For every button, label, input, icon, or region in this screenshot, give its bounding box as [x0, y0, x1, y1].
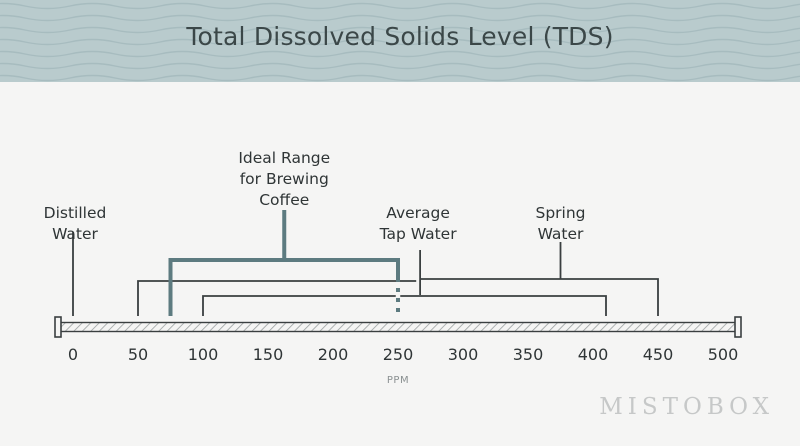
- wave-pattern: [0, 2, 800, 82]
- chart-title: Total Dissolved Solids Level (TDS): [186, 22, 614, 51]
- axis-endcap-right: [734, 316, 742, 338]
- tick-label: 400: [578, 345, 609, 364]
- header-banner: Total Dissolved Solids Level (TDS): [0, 0, 800, 82]
- brand-logo: MISTOBOX: [599, 394, 774, 420]
- axis-bar: [59, 321, 737, 333]
- tick-label: 150: [253, 345, 284, 364]
- wave-line: [0, 14, 800, 22]
- tap-water-bracket: [137, 280, 417, 316]
- spring-water-bracket: [202, 295, 607, 316]
- tick-label: 300: [448, 345, 479, 364]
- ideal-range-label: Ideal Range for Brewing Coffee: [238, 149, 330, 209]
- tap-water-label: Average Tap Water: [379, 204, 458, 243]
- tick-label: 500: [708, 345, 739, 364]
- wave-line: [0, 62, 800, 70]
- wave-line: [0, 50, 800, 58]
- tick-label: 0: [68, 345, 78, 364]
- wave-line: [0, 2, 800, 10]
- spring-water-label: Spring Water: [535, 204, 585, 243]
- tick-label: 200: [318, 345, 349, 364]
- tick-label: 350: [513, 345, 544, 364]
- axis-unit-label: PPM: [387, 375, 409, 386]
- ideal-range-bracket: [168, 258, 400, 316]
- tick-label: 450: [643, 345, 674, 364]
- tick-label: 100: [188, 345, 219, 364]
- tds-range-chart: 0 50 100 150 200 250 300 350 400 450 500 PPM Distil…: [44, 149, 742, 386]
- wave-line: [0, 38, 800, 46]
- tick-label: 50: [128, 345, 148, 364]
- wave-line: [0, 74, 800, 82]
- distilled-water-label: Distilled Water: [44, 204, 107, 243]
- wave-line: [0, 26, 800, 34]
- axis-endcap-left: [54, 316, 62, 338]
- tick-label: 250: [383, 345, 414, 364]
- spring-water-upper-bracket: [420, 278, 659, 316]
